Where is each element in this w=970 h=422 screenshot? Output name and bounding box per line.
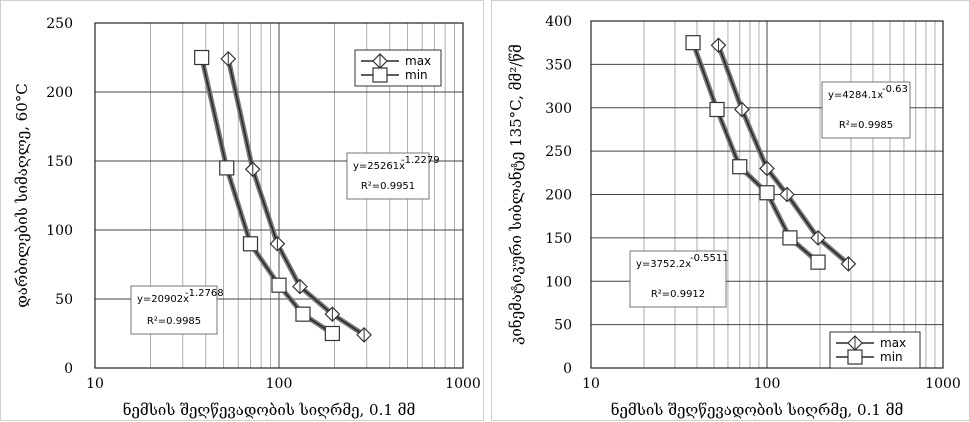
right-y-tick-label: 250 [545, 144, 572, 160]
left-x-tick-label: 1000 [445, 376, 481, 392]
left-x-axis-title: ნემსის შეღწევადობის სიღრმე, 0.1 მმ [123, 401, 416, 419]
left-series-max-point [269, 235, 286, 252]
right-y-tick-label: 200 [545, 188, 572, 204]
right-y-tick-label: 400 [545, 14, 572, 30]
left-legend-label-max: max [405, 54, 431, 68]
right-series-min-point [709, 101, 725, 118]
left-series-min-point [324, 325, 340, 342]
left-x-tick-label: 100 [266, 376, 293, 392]
left-y-tick-label: 150 [46, 154, 73, 170]
left-legend-label-min: min [405, 68, 428, 82]
left-series-min-point [194, 49, 210, 66]
chart-left-softening-point: 10 100 1000 0 50 100 150 200 250 ნემსის შეღწევადო… [13, 16, 481, 419]
left-x-tick-label: 10 [86, 376, 104, 392]
right-y-tick-label: 50 [554, 318, 572, 334]
right-legend-label-min: min [880, 350, 903, 364]
right-series-max-point [779, 186, 795, 203]
left-series-max-point [244, 161, 261, 178]
chart-left-panel: 10 100 1000 0 50 100 150 200 250 ნემსის შეღწევადო… [0, 0, 484, 421]
left-y-tick-label: 250 [46, 16, 73, 32]
right-y-axis-title: კინემატიკური სიბლანტე 135°C, მმ²/წმ [507, 44, 525, 345]
right-y-tick-label: 0 [563, 361, 572, 377]
left-equation-text: y=25261x [353, 161, 405, 172]
left-r-squared-text: R²=0.9985 [147, 316, 201, 327]
right-equation-exponent: -0.63 [882, 84, 908, 95]
right-x-tick-label: 100 [754, 376, 781, 392]
right-legend-box [829, 331, 921, 369]
left-equation-box [346, 152, 430, 200]
right-x-axis-title: ნემსის შეღწევადობის სიღრმე, 0.1 მმ [611, 401, 904, 419]
left-y-axis-title: დარბილების სიმაღლე, 60°C [13, 83, 31, 307]
right-equation-exponent: -0.5511 [690, 253, 729, 264]
left-y-tick-label: 0 [64, 361, 73, 377]
left-series-min-point [295, 306, 311, 322]
right-series-min-point [732, 159, 748, 175]
left-plot-frame [94, 22, 464, 369]
chart-right-panel: 10 100 1000 0 50 100 150 200 250 300 350 400 ნემსის … [491, 0, 970, 421]
right-series-max-point [710, 37, 727, 54]
left-equation-exponent: -1.2768 [185, 288, 224, 299]
left-y-tick-label: 200 [46, 85, 73, 101]
right-series-max-line [717, 45, 849, 265]
left-y-tick-label: 50 [55, 292, 73, 308]
left-series-min-point [242, 236, 259, 252]
left-equation-text: y=20902x [137, 294, 189, 305]
left-legend-marker-max [372, 53, 388, 69]
right-y-tick-label: 350 [545, 57, 572, 73]
left-r-squared-text: R²=0.9951 [361, 181, 415, 192]
left-series-max-point [324, 306, 341, 323]
left-y-tick-label: 100 [46, 223, 73, 239]
right-x-tick-label: 10 [582, 376, 600, 392]
left-series-max-point [292, 278, 308, 295]
right-legend-marker-min [847, 349, 863, 365]
left-series-min-point [219, 160, 235, 176]
left-legend-marker-min [372, 67, 388, 83]
right-equation-box [629, 250, 727, 308]
right-series-min-point [810, 254, 826, 270]
right-r-squared-text: R²=0.9912 [651, 289, 705, 300]
right-series-min-point [782, 230, 798, 246]
chart-right-kinematic-viscosity: 10 100 1000 0 50 100 150 200 250 300 350 400 ნემსის … [507, 14, 961, 419]
right-series-max-point [759, 160, 775, 177]
left-series-max-point [356, 327, 372, 343]
right-x-tick-label: 1000 [925, 376, 961, 392]
right-y-tick-label: 100 [545, 274, 572, 290]
right-series-max-point [810, 230, 826, 246]
right-r-squared-text: R²=0.9985 [839, 120, 893, 131]
right-series-min-point [685, 35, 701, 51]
right-y-tick-label: 150 [545, 231, 572, 247]
right-equation-text: y=4284.1x [828, 90, 883, 101]
right-equation-text: y=3752.2x [636, 259, 691, 270]
left-legend-box [354, 49, 442, 87]
left-series-min-point [271, 277, 287, 293]
right-series-min-point [759, 185, 775, 201]
left-equation-exponent: -1.2279 [401, 155, 440, 166]
left-series-max-line [227, 58, 365, 336]
right-series-max-point [734, 101, 750, 118]
right-series-max-point [840, 256, 857, 272]
right-plot-frame [590, 20, 944, 369]
right-legend-label-max: max [880, 336, 906, 350]
left-equation-box [130, 285, 218, 335]
right-equation-box [821, 81, 911, 139]
left-series-max-point [220, 51, 237, 67]
right-y-tick-label: 300 [545, 101, 572, 117]
